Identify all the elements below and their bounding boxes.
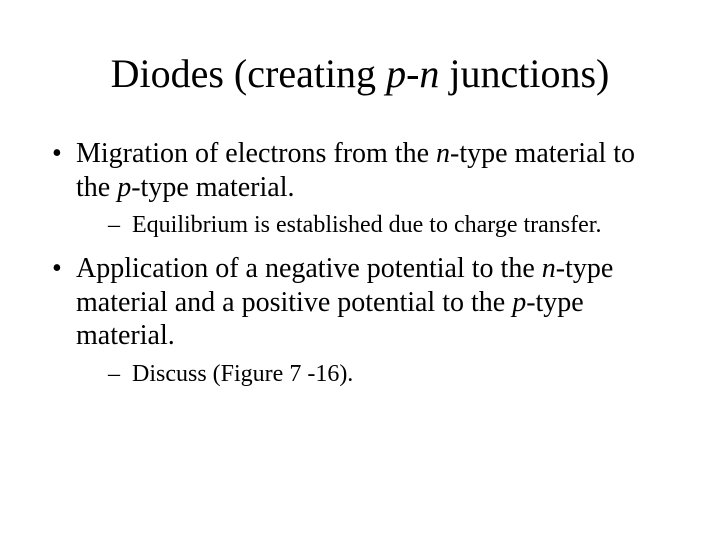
italic-text: n xyxy=(436,138,450,169)
italic-text: p xyxy=(117,172,131,203)
bullet-item: Application of a negative potential to t… xyxy=(48,252,672,389)
sub-bullet-item: Discuss (Figure 7 -16). xyxy=(76,359,672,389)
bullet-list: Migration of electrons from the n -type m… xyxy=(48,137,672,389)
text: Application of a negative potential to t… xyxy=(76,253,542,284)
title-em: p-n xyxy=(386,51,439,96)
title-pre: Diodes (creating xyxy=(111,51,386,96)
slide-title: Diodes (creating p-n junctions) xyxy=(48,50,672,97)
text: Equilibrium is established due to charge… xyxy=(132,212,601,238)
sub-bullet-list: Equilibrium is established due to charge… xyxy=(76,210,672,240)
text: Migration of electrons from the xyxy=(76,138,436,169)
slide: Diodes (creating p-n junctions) Migratio… xyxy=(0,0,720,540)
italic-text: n xyxy=(542,253,556,284)
text: -type material. xyxy=(131,172,294,203)
bullet-item: Migration of electrons from the n -type m… xyxy=(48,137,672,240)
sub-bullet-item: Equilibrium is established due to charge… xyxy=(76,210,672,240)
text: Discuss (Figure 7 -16). xyxy=(132,361,353,387)
sub-bullet-list: Discuss (Figure 7 -16). xyxy=(76,359,672,389)
italic-text: p xyxy=(512,287,526,318)
title-post: junctions) xyxy=(439,51,609,96)
